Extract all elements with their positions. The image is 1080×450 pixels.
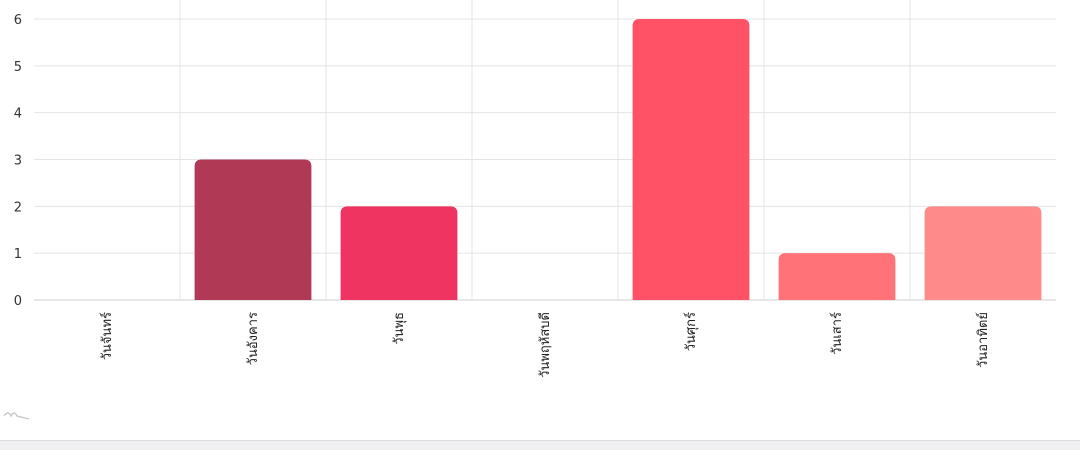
x-tick-label: วันเสาร์: [829, 312, 845, 355]
bar: [194, 159, 312, 300]
y-tick-label: 2: [14, 200, 22, 215]
bar: [778, 253, 896, 300]
bottom-bar: [0, 440, 1080, 450]
x-tick-label: วันพฤหัสบดี: [537, 312, 553, 378]
bar: [924, 206, 1042, 300]
y-axis-tick-labels: 0 1 2 3 4 5 6: [14, 13, 22, 309]
y-tick-label: 3: [14, 154, 22, 169]
x-tick-label: วันอาทิตย์: [975, 312, 991, 368]
y-tick-label: 5: [14, 60, 22, 75]
bar-chart: 0 1 2 3 4 5 6 วันจันทร์ วันอังคาร วันพุธ วันพฤหัส…: [14, 0, 1056, 378]
y-tick-label: 4: [14, 107, 22, 122]
x-axis-tick-labels: วันจันทร์ วันอังคาร วันพุธ วันพฤหัสบดี วันศุ…: [99, 312, 991, 378]
scribble-icon: [3, 412, 30, 420]
x-tick-label: วันศุกร์: [683, 312, 699, 351]
y-tick-label: 0: [14, 294, 22, 309]
x-tick-label: วันจันทร์: [99, 312, 115, 360]
chart-bars: [194, 19, 1042, 300]
bar: [340, 206, 458, 300]
bar: [632, 19, 750, 300]
y-tick-label: 6: [14, 13, 22, 28]
y-tick-label: 1: [14, 247, 22, 262]
x-tick-label: วันพุธ: [392, 312, 407, 345]
x-tick-label: วันอังคาร: [246, 312, 261, 365]
chart-grid: [34, 0, 1056, 301]
